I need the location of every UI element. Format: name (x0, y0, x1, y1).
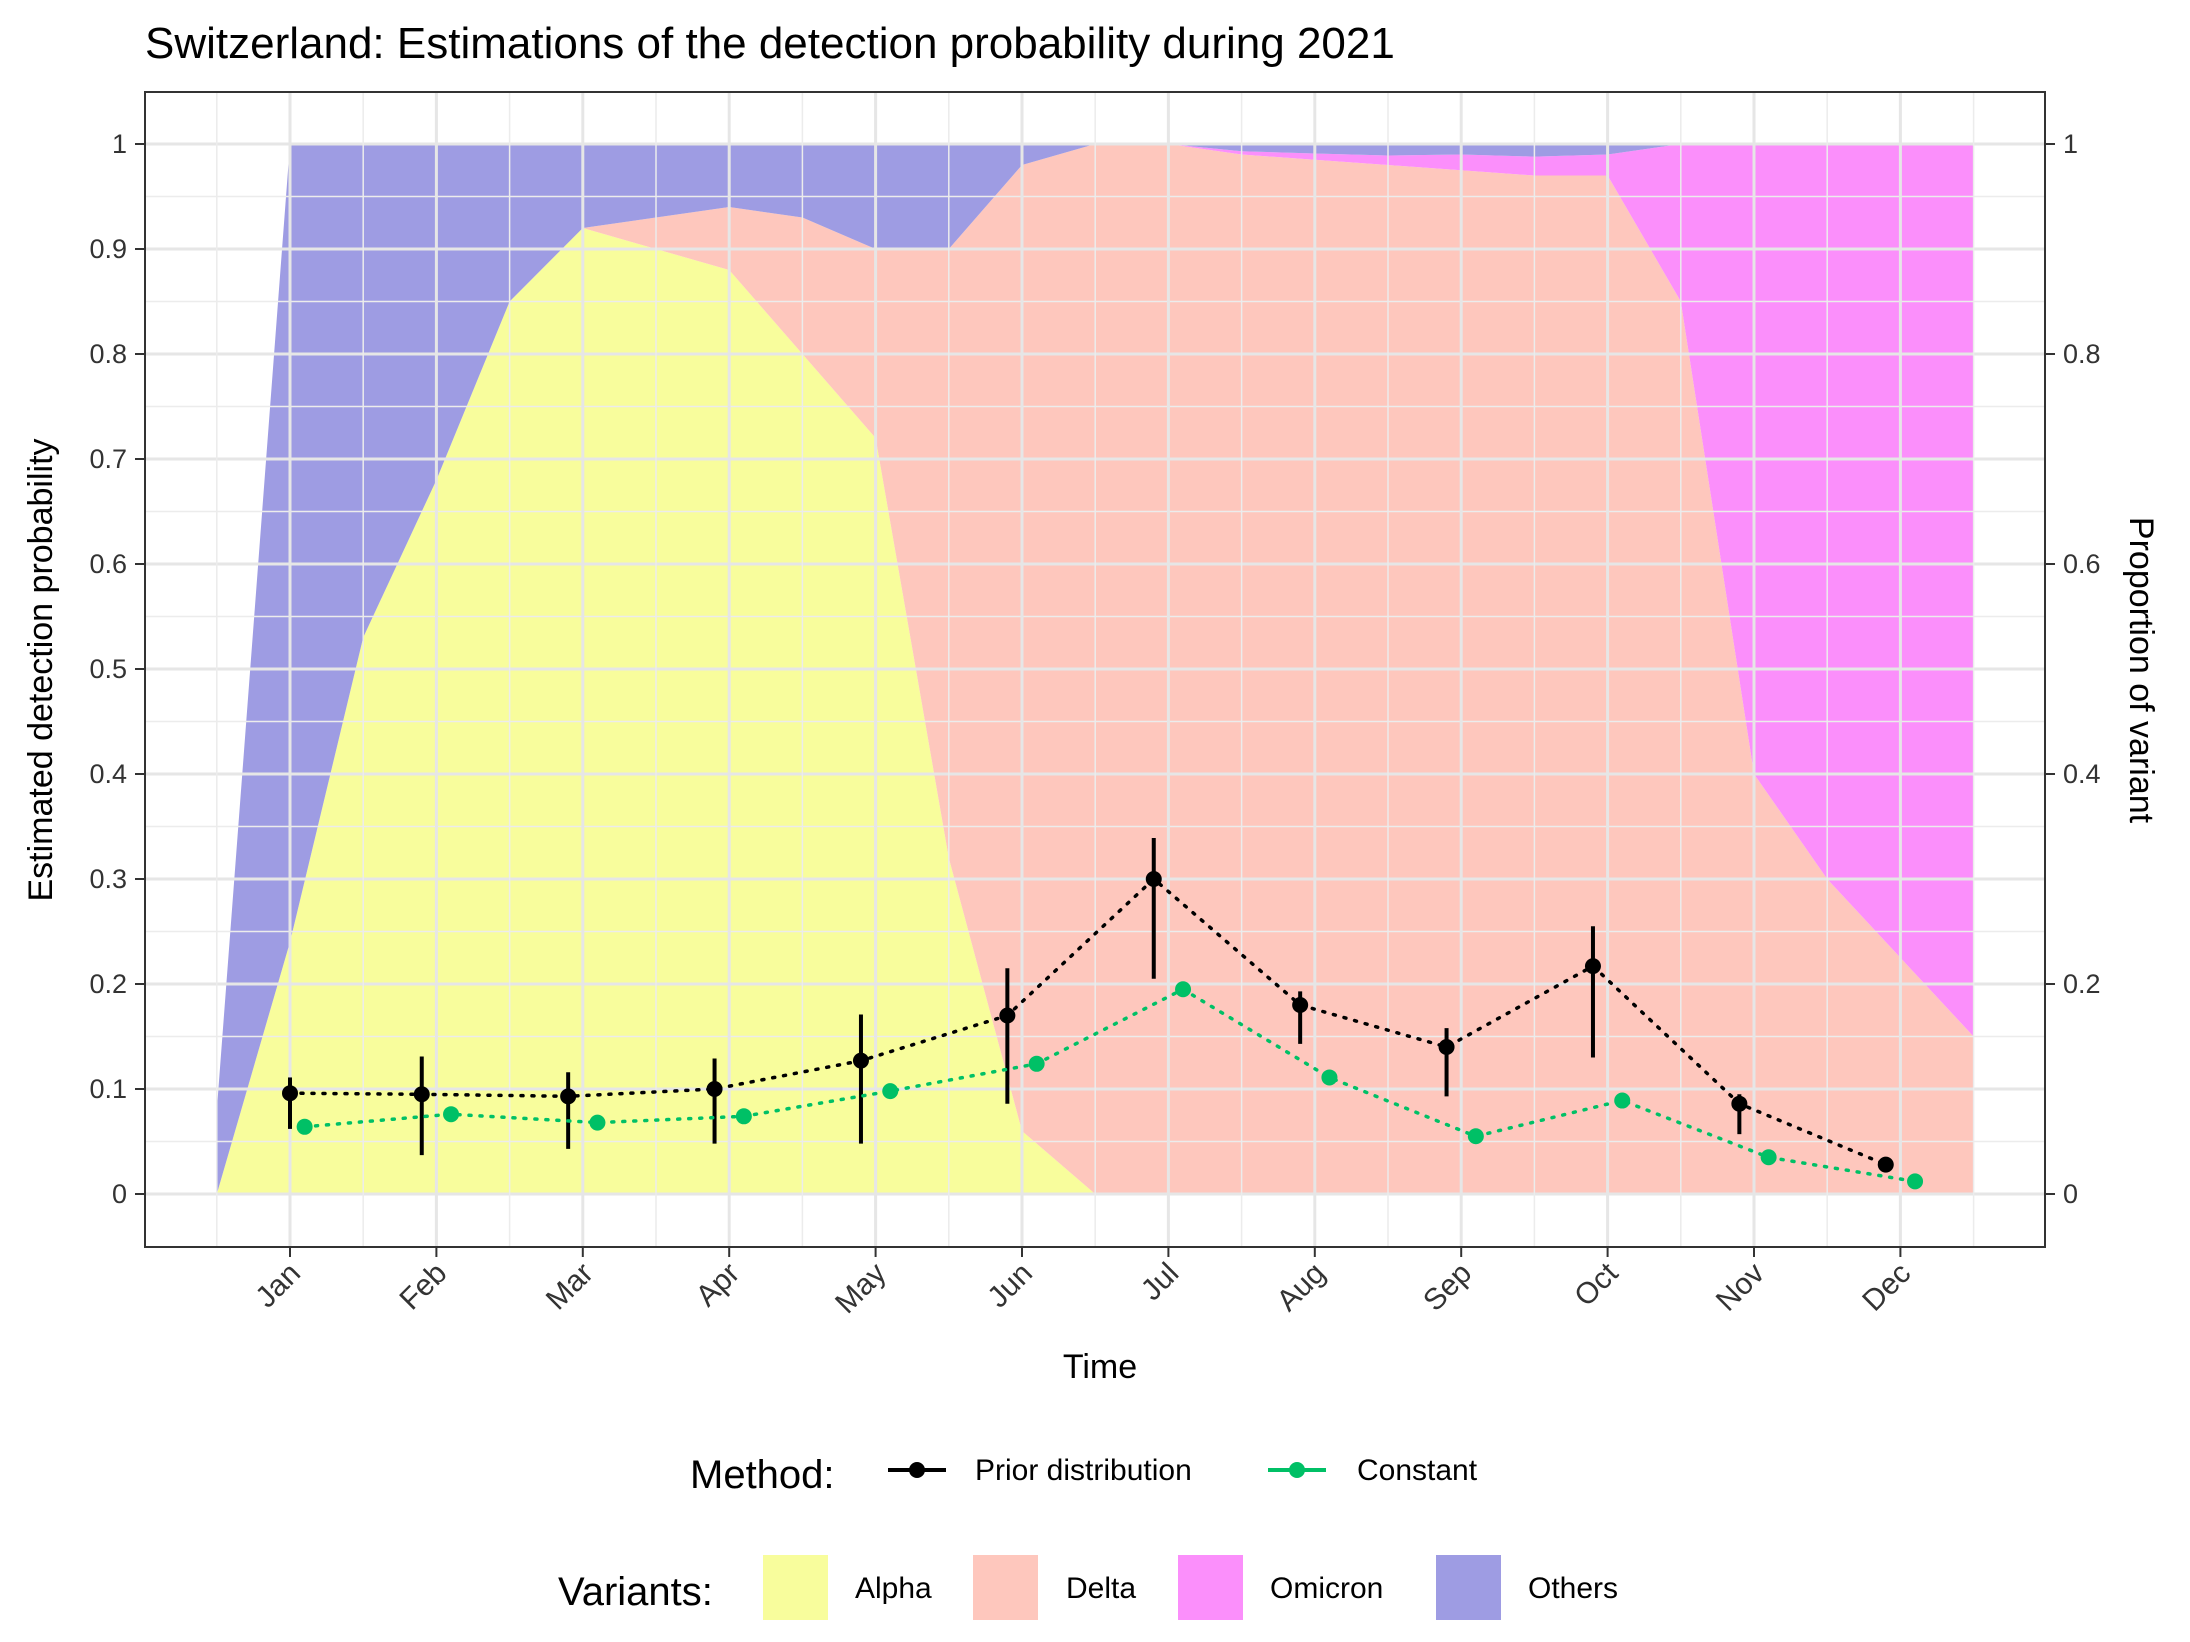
y-tick-label: 0.6 (89, 549, 127, 579)
point-prior-distribution (413, 1086, 430, 1103)
x-tick-label: Dec (1856, 1257, 1917, 1318)
point-prior-distribution (1292, 997, 1309, 1013)
point-prior-distribution (852, 1052, 869, 1069)
y-tick-label: 1 (112, 129, 127, 159)
x-tick-label: Oct (1568, 1256, 1625, 1313)
y-tick-label: 0.5 (89, 654, 127, 684)
x-tick-label: Jul (1135, 1257, 1185, 1307)
point-constant (1467, 1128, 1484, 1145)
point-prior-distribution (1438, 1039, 1455, 1055)
point-constant (296, 1118, 313, 1135)
x-tick-label: Jan (249, 1257, 307, 1315)
legend-swatch-alpha (763, 1555, 828, 1620)
variant-legend: Variants: Alpha Delta Omicron Others (558, 1555, 1618, 1620)
legend-label-prior-distribution: Prior distribution (975, 1454, 1192, 1487)
point-constant (735, 1108, 752, 1125)
series-line-constant (302, 987, 1917, 1184)
legend-label-others: Others (1528, 1572, 1618, 1605)
series-line-prior-distribution (288, 876, 1888, 1167)
point-prior-distribution (706, 1081, 723, 1097)
point-constant (1028, 1055, 1045, 1072)
point-prior-distribution (1584, 958, 1601, 975)
point-constant (1907, 1173, 1924, 1190)
x-tick-label: Mar (540, 1257, 600, 1317)
y-right-tick-label: 1 (2063, 129, 2078, 159)
y-tick-label: 0.9 (89, 234, 127, 264)
chart-title: Switzerland: Estimations of the detectio… (145, 19, 1395, 68)
legend-label-constant: Constant (1357, 1454, 1478, 1487)
grid-lines (145, 92, 2045, 1247)
x-tick-label: Nov (1710, 1257, 1771, 1318)
method-legend: Method: Prior distribution Constant (690, 1453, 1478, 1497)
point-prior-distribution (1145, 871, 1162, 887)
legend-key-point-constant (1289, 1462, 1305, 1478)
point-constant (1321, 1069, 1338, 1086)
y-tick-label: 0.1 (89, 1074, 127, 1104)
x-axis: Jan Feb Mar Apr May Jun Jul Aug Sep Oct Nov Dec (249, 1247, 1917, 1320)
x-tick-label: Feb (393, 1257, 453, 1317)
x-tick-label: May (829, 1257, 892, 1320)
point-prior-distribution (282, 1085, 298, 1102)
x-axis-title: Time (1063, 1348, 1137, 1386)
y-right-tick-label: 0 (2063, 1179, 2078, 1209)
legend-swatch-omicron (1178, 1555, 1243, 1620)
y-tick-label: 0 (112, 1179, 127, 1209)
method-legend-title: Method: (690, 1453, 835, 1497)
legend-label-omicron: Omicron (1270, 1572, 1383, 1605)
point-prior-distribution (1877, 1156, 1894, 1173)
x-tick-label: Jun (981, 1257, 1039, 1315)
point-prior-distribution (999, 1007, 1016, 1024)
x-tick-label: Sep (1417, 1257, 1478, 1318)
point-prior-distribution (1731, 1095, 1748, 1112)
y-tick-label: 0.7 (89, 444, 127, 474)
point-constant (589, 1114, 606, 1131)
y-tick-label: 0.3 (89, 864, 127, 894)
legend-label-delta: Delta (1066, 1572, 1136, 1605)
y-right-tick-label: 0.8 (2063, 339, 2101, 369)
legend-swatch-others (1436, 1555, 1501, 1620)
legend-swatch-delta (973, 1555, 1038, 1620)
right-axis: 0 0.2 0.4 0.6 0.8 1 (2045, 129, 2101, 1209)
series-layer (282, 838, 1924, 1190)
y-right-tick-label: 0.2 (2063, 969, 2101, 999)
x-tick-label: Apr (690, 1257, 746, 1313)
legend-key-point-prior-distribution (909, 1462, 925, 1478)
y-tick-label: 0.4 (89, 759, 127, 789)
point-constant (1760, 1149, 1777, 1166)
point-constant (1614, 1092, 1631, 1109)
left-axis: 0 0.1 0.2 0.3 0.4 0.5 0.6 0.7 0.8 0.9 1 (89, 129, 145, 1209)
y-right-tick-label: 0.6 (2063, 549, 2101, 579)
x-tick-label: Aug (1271, 1257, 1332, 1318)
y-axis-title: Estimated detection probability (22, 438, 60, 901)
variant-legend-title: Variants: (558, 1570, 713, 1614)
point-constant (443, 1106, 460, 1123)
y-right-tick-label: 0.4 (2063, 759, 2101, 789)
point-constant (1175, 981, 1192, 998)
point-constant (882, 1083, 899, 1100)
y-axis-right-title: Proportion of variant (2122, 517, 2160, 824)
y-tick-label: 0.8 (89, 339, 127, 369)
y-tick-label: 0.2 (89, 969, 127, 999)
point-prior-distribution (560, 1088, 577, 1105)
legend-label-alpha: Alpha (855, 1572, 932, 1605)
